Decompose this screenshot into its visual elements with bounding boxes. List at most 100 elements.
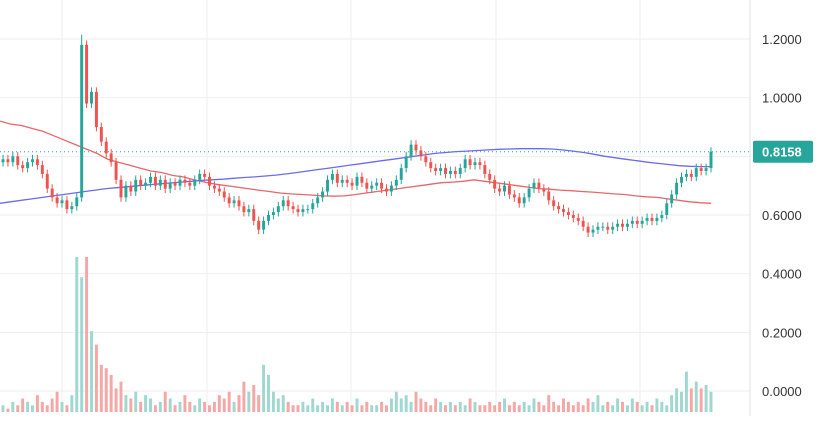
candle[interactable] — [493, 179, 497, 189]
candle[interactable] — [576, 217, 580, 221]
candle[interactable] — [208, 176, 211, 186]
candle[interactable] — [139, 179, 143, 186]
candle[interactable] — [183, 179, 187, 183]
candle[interactable] — [203, 173, 207, 177]
candle[interactable] — [355, 176, 359, 186]
candle[interactable] — [35, 159, 39, 166]
candle[interactable] — [507, 185, 511, 195]
candle[interactable] — [503, 185, 506, 192]
candle[interactable] — [134, 179, 138, 192]
candle[interactable] — [675, 182, 679, 195]
candle[interactable] — [311, 203, 315, 210]
candle[interactable] — [188, 182, 192, 186]
candle[interactable] — [591, 229, 595, 233]
candle[interactable] — [252, 209, 256, 221]
candle[interactable] — [512, 194, 516, 198]
candle[interactable] — [129, 185, 133, 192]
candle[interactable] — [581, 220, 585, 227]
candle[interactable] — [566, 212, 570, 215]
candle[interactable] — [193, 179, 197, 186]
candle[interactable] — [70, 206, 74, 210]
candle[interactable] — [173, 182, 177, 186]
candle[interactable] — [645, 217, 649, 221]
candle[interactable] — [552, 200, 556, 207]
candle[interactable] — [153, 176, 157, 186]
candle[interactable] — [276, 206, 280, 213]
candle[interactable] — [45, 173, 49, 189]
candle[interactable] — [124, 185, 128, 198]
candle[interactable] — [232, 200, 236, 204]
candle[interactable] — [606, 226, 610, 230]
candle[interactable] — [547, 191, 551, 201]
candle[interactable] — [473, 162, 477, 166]
candle[interactable] — [389, 185, 393, 192]
candle[interactable] — [31, 159, 34, 163]
candle[interactable] — [640, 220, 644, 224]
candle[interactable] — [257, 220, 261, 230]
candle[interactable] — [699, 168, 703, 171]
candle[interactable] — [596, 226, 600, 230]
candle[interactable] — [665, 203, 669, 215]
candle[interactable] — [198, 173, 202, 180]
candle[interactable] — [286, 200, 290, 207]
candle[interactable] — [291, 206, 295, 210]
candle[interactable] — [522, 197, 526, 204]
candle[interactable] — [562, 209, 565, 213]
candle[interactable] — [345, 179, 349, 183]
candle[interactable] — [399, 168, 403, 180]
candle[interactable] — [11, 156, 15, 163]
candle[interactable] — [680, 176, 683, 183]
candle[interactable] — [517, 197, 521, 204]
candle[interactable] — [109, 153, 113, 163]
candle[interactable] — [380, 182, 384, 189]
candle[interactable] — [330, 173, 334, 180]
candle[interactable] — [26, 162, 30, 169]
candles[interactable] — [1, 34, 713, 237]
candle[interactable] — [306, 209, 310, 211]
candle[interactable] — [350, 182, 354, 186]
candle[interactable] — [262, 220, 266, 230]
candle[interactable] — [163, 179, 167, 189]
candle[interactable] — [271, 212, 275, 215]
candle[interactable] — [650, 217, 654, 221]
candle[interactable] — [55, 197, 59, 204]
candle[interactable] — [340, 179, 344, 183]
candle[interactable] — [326, 179, 329, 192]
candle[interactable] — [301, 209, 305, 213]
candle[interactable] — [212, 185, 216, 189]
candle[interactable] — [6, 159, 10, 163]
candle[interactable] — [60, 200, 64, 204]
candle[interactable] — [498, 188, 502, 192]
candle[interactable] — [557, 206, 561, 210]
candle[interactable] — [21, 165, 25, 169]
candle[interactable] — [40, 165, 44, 174]
candle[interactable] — [429, 162, 433, 169]
candle[interactable] — [217, 188, 221, 192]
y-axis[interactable]: 1.2000 1.0000 0.6000 0.4000 0.2000 0.0000 — [762, 32, 802, 399]
candle[interactable] — [237, 200, 241, 207]
candle[interactable] — [424, 156, 428, 163]
candle[interactable] — [709, 151, 713, 169]
candle[interactable] — [16, 156, 20, 166]
candle[interactable] — [621, 223, 624, 227]
candle[interactable] — [75, 197, 79, 207]
candle[interactable] — [267, 215, 270, 221]
candle[interactable] — [488, 173, 492, 180]
candle[interactable] — [439, 168, 443, 171]
candle[interactable] — [527, 188, 531, 198]
candle[interactable] — [694, 168, 698, 177]
candle[interactable] — [630, 220, 634, 224]
candle[interactable] — [242, 206, 246, 213]
candle[interactable] — [321, 191, 325, 198]
candle[interactable] — [85, 44, 89, 104]
candle[interactable] — [247, 209, 251, 213]
candle[interactable] — [448, 171, 452, 174]
candle[interactable] — [704, 168, 708, 171]
candle[interactable] — [119, 179, 123, 198]
candle[interactable] — [419, 150, 423, 157]
candle[interactable] — [625, 223, 629, 227]
candle[interactable] — [684, 173, 688, 177]
candle[interactable] — [335, 173, 339, 183]
candle[interactable] — [168, 182, 172, 189]
